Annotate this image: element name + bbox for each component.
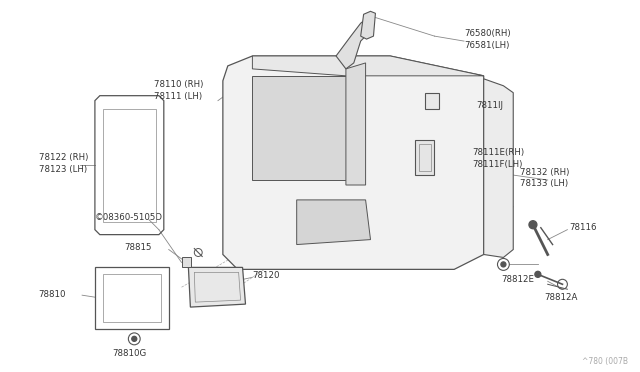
Text: ^780 (007B: ^780 (007B bbox=[582, 357, 628, 366]
Polygon shape bbox=[182, 257, 191, 267]
Text: 78116: 78116 bbox=[570, 223, 597, 232]
Text: 7811IJ: 7811IJ bbox=[476, 101, 503, 110]
Text: 78810G: 78810G bbox=[112, 349, 147, 358]
Text: 78812A: 78812A bbox=[545, 293, 578, 302]
Polygon shape bbox=[415, 140, 435, 175]
Polygon shape bbox=[297, 200, 371, 244]
Circle shape bbox=[535, 271, 541, 277]
Text: 78122 (RH)
78123 (LH): 78122 (RH) 78123 (LH) bbox=[39, 153, 88, 174]
Polygon shape bbox=[336, 19, 371, 69]
Text: 78110 (RH)
78111 (LH): 78110 (RH) 78111 (LH) bbox=[154, 80, 204, 101]
Polygon shape bbox=[223, 56, 484, 269]
Polygon shape bbox=[484, 79, 513, 257]
Text: 76580(RH)
76581(LH): 76580(RH) 76581(LH) bbox=[464, 29, 511, 49]
Polygon shape bbox=[252, 76, 346, 180]
Text: 78815: 78815 bbox=[124, 243, 152, 252]
Polygon shape bbox=[252, 56, 484, 76]
Text: 78810: 78810 bbox=[39, 290, 67, 299]
Text: 78120: 78120 bbox=[252, 271, 280, 280]
Circle shape bbox=[132, 336, 137, 341]
Polygon shape bbox=[346, 63, 365, 185]
Text: 78812E: 78812E bbox=[501, 275, 534, 284]
Text: 78111E(RH)
78111F(LH): 78111E(RH) 78111F(LH) bbox=[472, 148, 524, 169]
Polygon shape bbox=[425, 93, 440, 109]
Circle shape bbox=[501, 262, 506, 267]
Polygon shape bbox=[361, 11, 376, 39]
Text: ©08360-5105D: ©08360-5105D bbox=[95, 213, 163, 222]
Polygon shape bbox=[188, 267, 246, 307]
Text: 78132 (RH)
78133 (LH): 78132 (RH) 78133 (LH) bbox=[520, 168, 570, 189]
Circle shape bbox=[529, 221, 537, 229]
